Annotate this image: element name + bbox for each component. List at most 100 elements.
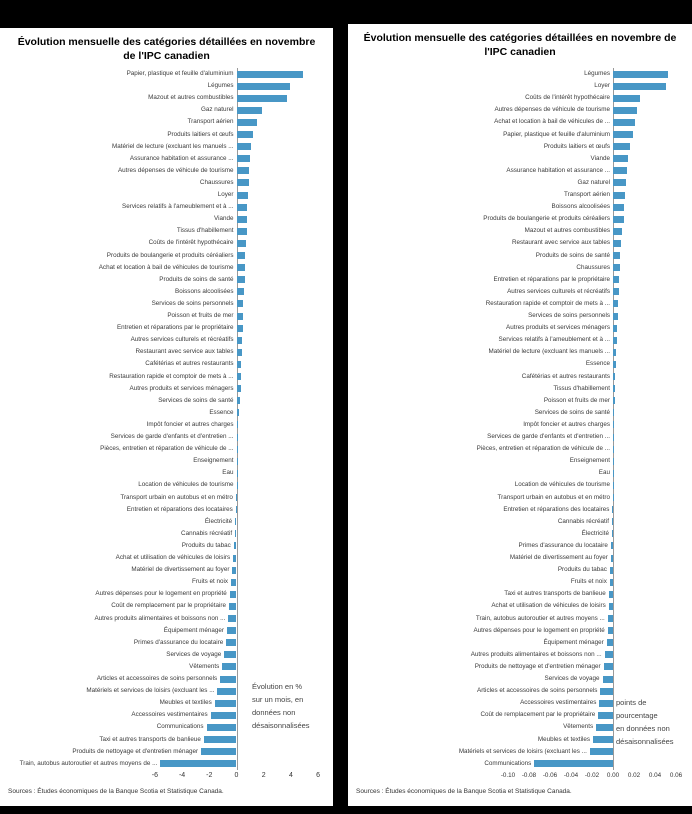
bar — [236, 421, 238, 429]
category-label: Vêtements — [189, 662, 220, 670]
category-label: Matériels et services de loisirs (exclua… — [458, 747, 587, 755]
category-label: Coûts de l'intérêt hypothécaire — [148, 239, 234, 247]
bar — [608, 602, 613, 610]
category-label: Essence — [585, 360, 610, 368]
category-label: Produits laitiers et œufs — [167, 130, 234, 138]
category-label: Pièces, entretien et réparation de véhic… — [476, 445, 610, 453]
category-label: Communications — [484, 759, 532, 767]
bar — [236, 82, 290, 90]
category-label: Produits laitiers et œufs — [543, 142, 610, 150]
category-label: Mazout et autres combustibles — [524, 227, 610, 235]
bar — [613, 203, 624, 211]
category-label: Achat et location à bail de véhicules de… — [98, 263, 234, 271]
category-label: Transport urbain en autobus et en métro — [120, 493, 233, 501]
category-label: Assurance habitation et assurance ... — [129, 154, 234, 162]
bar — [236, 106, 263, 114]
x-tick-label: 0.06 — [669, 772, 683, 779]
bar — [236, 457, 238, 465]
category-label: Boissons alcoolisées — [551, 203, 610, 211]
category-label: Autres produits et services ménagers — [129, 384, 234, 392]
category-label: Services de soins personnels — [528, 312, 610, 319]
bar — [235, 530, 237, 538]
bar — [235, 506, 237, 514]
bar — [593, 736, 613, 744]
category-label: Taxi et autres transports de banlieue — [99, 735, 201, 743]
zero-axis-line — [236, 68, 238, 770]
bar — [613, 106, 638, 114]
x-tick-label: -0.04 — [563, 772, 579, 779]
category-label: Matériel de lecture (excluant les manuel… — [112, 142, 234, 150]
category-label: Cannabis récréatif — [557, 517, 609, 525]
category-label: Équipement ménager — [163, 626, 224, 634]
category-label: Services de garde d'enfants et d'entreti… — [487, 433, 610, 440]
category-label: Matériel de divertissement au foyer — [509, 554, 608, 561]
x-tick-label: 6 — [316, 772, 321, 779]
bar — [602, 675, 613, 683]
category-label: Impôt foncier et autres charges — [146, 420, 234, 428]
bar — [611, 518, 613, 526]
category-label: Articles et accessoires de soins personn… — [96, 675, 218, 682]
category-label: Produits de nettoyage et d'entretien mén… — [474, 662, 601, 670]
bar — [236, 348, 242, 356]
category-label: Loyer — [217, 191, 234, 198]
category-label: Meubles et textiles — [537, 735, 591, 743]
bar — [534, 760, 613, 768]
bar — [613, 360, 617, 368]
chart-title: Évolution mensuelle des catégories détai… — [363, 32, 677, 58]
bar — [236, 481, 238, 489]
chart-panel-mom-change: Évolution mensuelle des catégories détai… — [0, 28, 333, 806]
bar — [613, 167, 627, 175]
bar — [236, 288, 244, 296]
zero-axis-line — [613, 68, 614, 770]
category-label: Restauration rapide et comptoir de mets … — [109, 372, 234, 380]
source-note: Sources : Études économiques de la Banqu… — [8, 788, 224, 795]
bar — [613, 481, 614, 489]
bar — [236, 445, 238, 453]
bar — [610, 542, 613, 550]
category-label: Fruits et noix — [192, 578, 229, 586]
category-label: Primes d'assurance du locataire — [133, 638, 224, 646]
bar — [235, 518, 237, 526]
category-label: Entretien et réparations des locataires — [126, 505, 233, 513]
category-label: Viande — [590, 154, 611, 162]
x-tick-label: -0.08 — [521, 772, 537, 779]
category-label: Autres produits alimentaires et boissons… — [94, 614, 226, 622]
category-label: Meubles et textiles — [159, 699, 212, 707]
category-label: Produits du tabac — [557, 566, 607, 574]
bar — [220, 675, 237, 683]
category-label: Accessoires vestimentaires — [520, 699, 597, 707]
bar — [236, 252, 246, 260]
x-tick-label: -0.10 — [500, 772, 516, 779]
chart-title: Évolution mensuelle des catégories détai… — [17, 36, 316, 62]
bar — [236, 143, 252, 151]
category-label: Services de garde d'enfants et d'entreti… — [110, 433, 234, 440]
bar — [236, 203, 248, 211]
category-label: Services de voyage — [166, 650, 222, 658]
category-label: Services de soins de santé — [534, 408, 610, 416]
category-label: Entretien et réparations par le propriét… — [116, 324, 234, 332]
category-label: Services relatifs à l'ameublement et à .… — [122, 203, 234, 211]
category-label: Essence — [209, 408, 234, 416]
bar — [236, 469, 238, 477]
category-label: Services de soins de santé — [158, 396, 234, 404]
category-label: Autres services culturels et récréatifs — [507, 287, 610, 295]
category-label: Poisson et fruits de mer — [167, 312, 234, 319]
bar — [613, 494, 614, 502]
bar — [613, 118, 636, 126]
category-label: Autres dépenses pour le logement en prop… — [473, 626, 605, 634]
bar — [613, 70, 668, 78]
bar — [613, 276, 620, 284]
bar — [224, 651, 237, 659]
bar — [613, 143, 630, 151]
x-tick-label: 0.02 — [627, 772, 641, 779]
bar — [613, 445, 615, 453]
bar — [226, 639, 237, 647]
bar — [613, 239, 622, 247]
category-label: Autres dépenses de véhicule de tourisme — [117, 166, 234, 174]
category-label: Coût de remplacement par le propriétaire — [111, 602, 227, 610]
bar — [589, 748, 613, 756]
bar — [229, 590, 237, 598]
category-label: Coût de remplacement par le propriétaire — [480, 711, 596, 719]
bar — [613, 373, 616, 381]
